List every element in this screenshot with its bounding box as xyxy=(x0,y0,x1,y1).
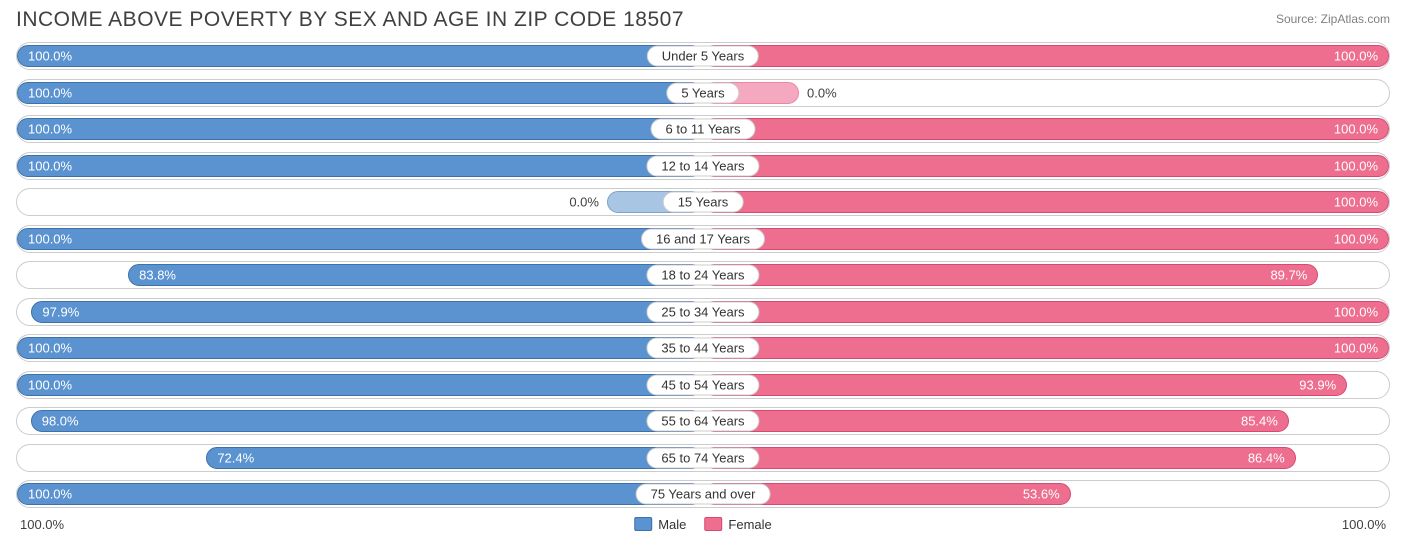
female-value-label: 100.0% xyxy=(1334,231,1378,246)
female-value-label: 100.0% xyxy=(1334,195,1378,210)
male-bar: 100.0% xyxy=(17,337,703,359)
male-value-label: 100.0% xyxy=(28,377,72,392)
chart-row: 100.0% 100.0% 35 to 44 Years xyxy=(16,334,1390,362)
x-axis: 100.0% Male Female 100.0% xyxy=(16,517,1390,532)
male-bar: 97.9% xyxy=(31,301,703,323)
female-value-label: 100.0% xyxy=(1334,49,1378,64)
axis-left-label: 100.0% xyxy=(20,517,64,532)
male-value-label: 100.0% xyxy=(28,158,72,173)
male-value-label: 72.4% xyxy=(217,450,254,465)
chart-row: 100.0% 53.6% 75 Years and over xyxy=(16,480,1390,508)
chart-row: 100.0% 100.0% 6 to 11 Years xyxy=(16,115,1390,143)
male-value-label: 100.0% xyxy=(28,122,72,137)
male-value-label: 100.0% xyxy=(28,487,72,502)
chart-row: 100.0% 100.0% 16 and 17 Years xyxy=(16,225,1390,253)
category-label: 16 and 17 Years xyxy=(641,228,765,249)
female-value-label: 89.7% xyxy=(1270,268,1307,283)
female-value-label: 100.0% xyxy=(1334,158,1378,173)
category-label: 15 Years xyxy=(663,192,744,213)
female-value-label: 100.0% xyxy=(1334,341,1378,356)
source-attribution: Source: ZipAtlas.com xyxy=(1276,8,1390,26)
chart-row: 100.0% 100.0% 12 to 14 Years xyxy=(16,152,1390,180)
female-bar: 86.4% xyxy=(703,447,1296,469)
female-bar: 89.7% xyxy=(703,264,1318,286)
male-bar: 100.0% xyxy=(17,483,703,505)
chart-row: 98.0% 85.4% 55 to 64 Years xyxy=(16,407,1390,435)
male-bar: 100.0% xyxy=(17,228,703,250)
female-bar: 100.0% xyxy=(703,337,1389,359)
female-value-label: 85.4% xyxy=(1241,414,1278,429)
category-label: 75 Years and over xyxy=(636,484,771,505)
female-value-label: 86.4% xyxy=(1248,450,1285,465)
male-value-label: 100.0% xyxy=(28,49,72,64)
male-value-label: 83.8% xyxy=(139,268,176,283)
male-value-label: 100.0% xyxy=(28,341,72,356)
female-value-label: 100.0% xyxy=(1334,122,1378,137)
category-label: 65 to 74 Years xyxy=(646,447,759,468)
category-label: 5 Years xyxy=(666,82,739,103)
axis-right-label: 100.0% xyxy=(1342,517,1386,532)
female-value-label: 93.9% xyxy=(1299,377,1336,392)
category-label: 45 to 54 Years xyxy=(646,374,759,395)
chart-row: 100.0% 0.0% 5 Years xyxy=(16,79,1390,107)
female-value-label: 53.6% xyxy=(1023,487,1060,502)
chart-row: 97.9% 100.0% 25 to 34 Years xyxy=(16,298,1390,326)
female-bar: 100.0% xyxy=(703,155,1389,177)
female-bar: 93.9% xyxy=(703,374,1347,396)
female-bar: 100.0% xyxy=(703,118,1389,140)
category-label: 18 to 24 Years xyxy=(646,265,759,286)
male-value-label: 100.0% xyxy=(28,231,72,246)
chart-row: 100.0% 100.0% Under 5 Years xyxy=(16,42,1390,70)
male-value-label: 98.0% xyxy=(42,414,79,429)
legend: Male Female xyxy=(634,517,772,532)
category-label: 35 to 44 Years xyxy=(646,338,759,359)
category-label: 25 to 34 Years xyxy=(646,301,759,322)
male-bar: 100.0% xyxy=(17,155,703,177)
male-value-label: 100.0% xyxy=(28,85,72,100)
male-bar: 100.0% xyxy=(17,374,703,396)
male-bar: 100.0% xyxy=(17,118,703,140)
female-bar: 100.0% xyxy=(703,301,1389,323)
legend-item: Male xyxy=(634,517,686,532)
male-bar: 83.8% xyxy=(128,264,703,286)
chart-row: 83.8% 89.7% 18 to 24 Years xyxy=(16,261,1390,289)
chart-row: 72.4% 86.4% 65 to 74 Years xyxy=(16,444,1390,472)
female-bar: 100.0% xyxy=(703,191,1389,213)
chart-row: 100.0% 93.9% 45 to 54 Years xyxy=(16,371,1390,399)
legend-swatch xyxy=(704,517,722,531)
male-bar: 72.4% xyxy=(206,447,703,469)
male-bar: 100.0% xyxy=(17,45,703,67)
male-value-label: 0.0% xyxy=(569,195,599,210)
female-bar: 85.4% xyxy=(703,410,1289,432)
category-label: 55 to 64 Years xyxy=(646,411,759,432)
category-label: 6 to 11 Years xyxy=(651,119,756,140)
legend-label: Male xyxy=(658,517,686,532)
diverging-bar-chart: 100.0% 100.0% Under 5 Years 100.0% 0.0% 5 Yea… xyxy=(16,42,1390,508)
legend-label: Female xyxy=(728,517,771,532)
male-bar: 98.0% xyxy=(31,410,703,432)
female-bar: 100.0% xyxy=(703,228,1389,250)
chart-title: INCOME ABOVE POVERTY BY SEX AND AGE IN Z… xyxy=(16,8,684,32)
category-label: 12 to 14 Years xyxy=(646,155,759,176)
female-value-label: 100.0% xyxy=(1334,304,1378,319)
chart-row: 0.0% 100.0% 15 Years xyxy=(16,188,1390,216)
category-label: Under 5 Years xyxy=(647,46,759,67)
legend-swatch xyxy=(634,517,652,531)
male-value-label: 97.9% xyxy=(42,304,79,319)
male-bar: 100.0% xyxy=(17,82,703,104)
female-value-label: 0.0% xyxy=(807,85,837,100)
legend-item: Female xyxy=(704,517,771,532)
female-bar: 100.0% xyxy=(703,45,1389,67)
